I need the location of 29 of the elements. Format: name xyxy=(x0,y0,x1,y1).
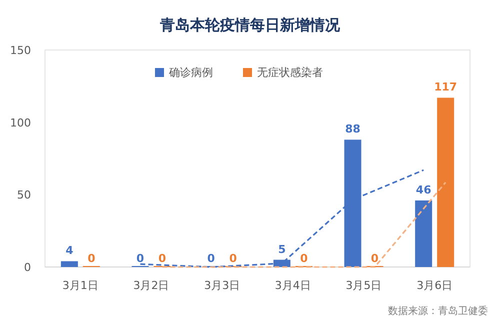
x-tick-label: 3月6日 xyxy=(416,279,453,292)
legend-label: 确诊病例 xyxy=(168,66,213,79)
data-label: 0 xyxy=(370,252,379,265)
data-label: 0 xyxy=(207,252,216,265)
bar xyxy=(415,200,432,267)
data-label: 0 xyxy=(136,252,144,265)
y-tick-label: 100 xyxy=(10,116,31,130)
data-label: 88 xyxy=(345,122,360,136)
data-label: 117 xyxy=(434,80,458,94)
y-tick-label: 0 xyxy=(24,261,31,274)
x-tick-label: 3月2日 xyxy=(133,279,170,292)
data-label: 0 xyxy=(300,252,308,265)
x-tick-label: 3月5日 xyxy=(346,279,382,292)
data-label: 4 xyxy=(66,244,74,258)
chart-title: 青岛本轮疫情每日新增情况 xyxy=(159,16,341,34)
data-label: 0 xyxy=(88,252,96,265)
bar xyxy=(60,261,78,267)
data-label: 5 xyxy=(278,242,286,256)
source-note: 数据来源：青岛卫健委 xyxy=(388,305,488,317)
y-tick-label: 50 xyxy=(17,188,31,202)
bar xyxy=(437,98,454,267)
legend-label: 无症状感染者 xyxy=(257,66,323,79)
x-tick-label: 3月1日 xyxy=(62,279,98,292)
data-label: 0 xyxy=(158,252,166,265)
y-tick-label: 150 xyxy=(10,44,31,57)
x-tick-label: 3月3日 xyxy=(204,279,240,292)
x-tick-label: 3月4日 xyxy=(274,279,311,292)
data-label: 46 xyxy=(416,183,432,196)
data-label: 0 xyxy=(229,252,238,265)
